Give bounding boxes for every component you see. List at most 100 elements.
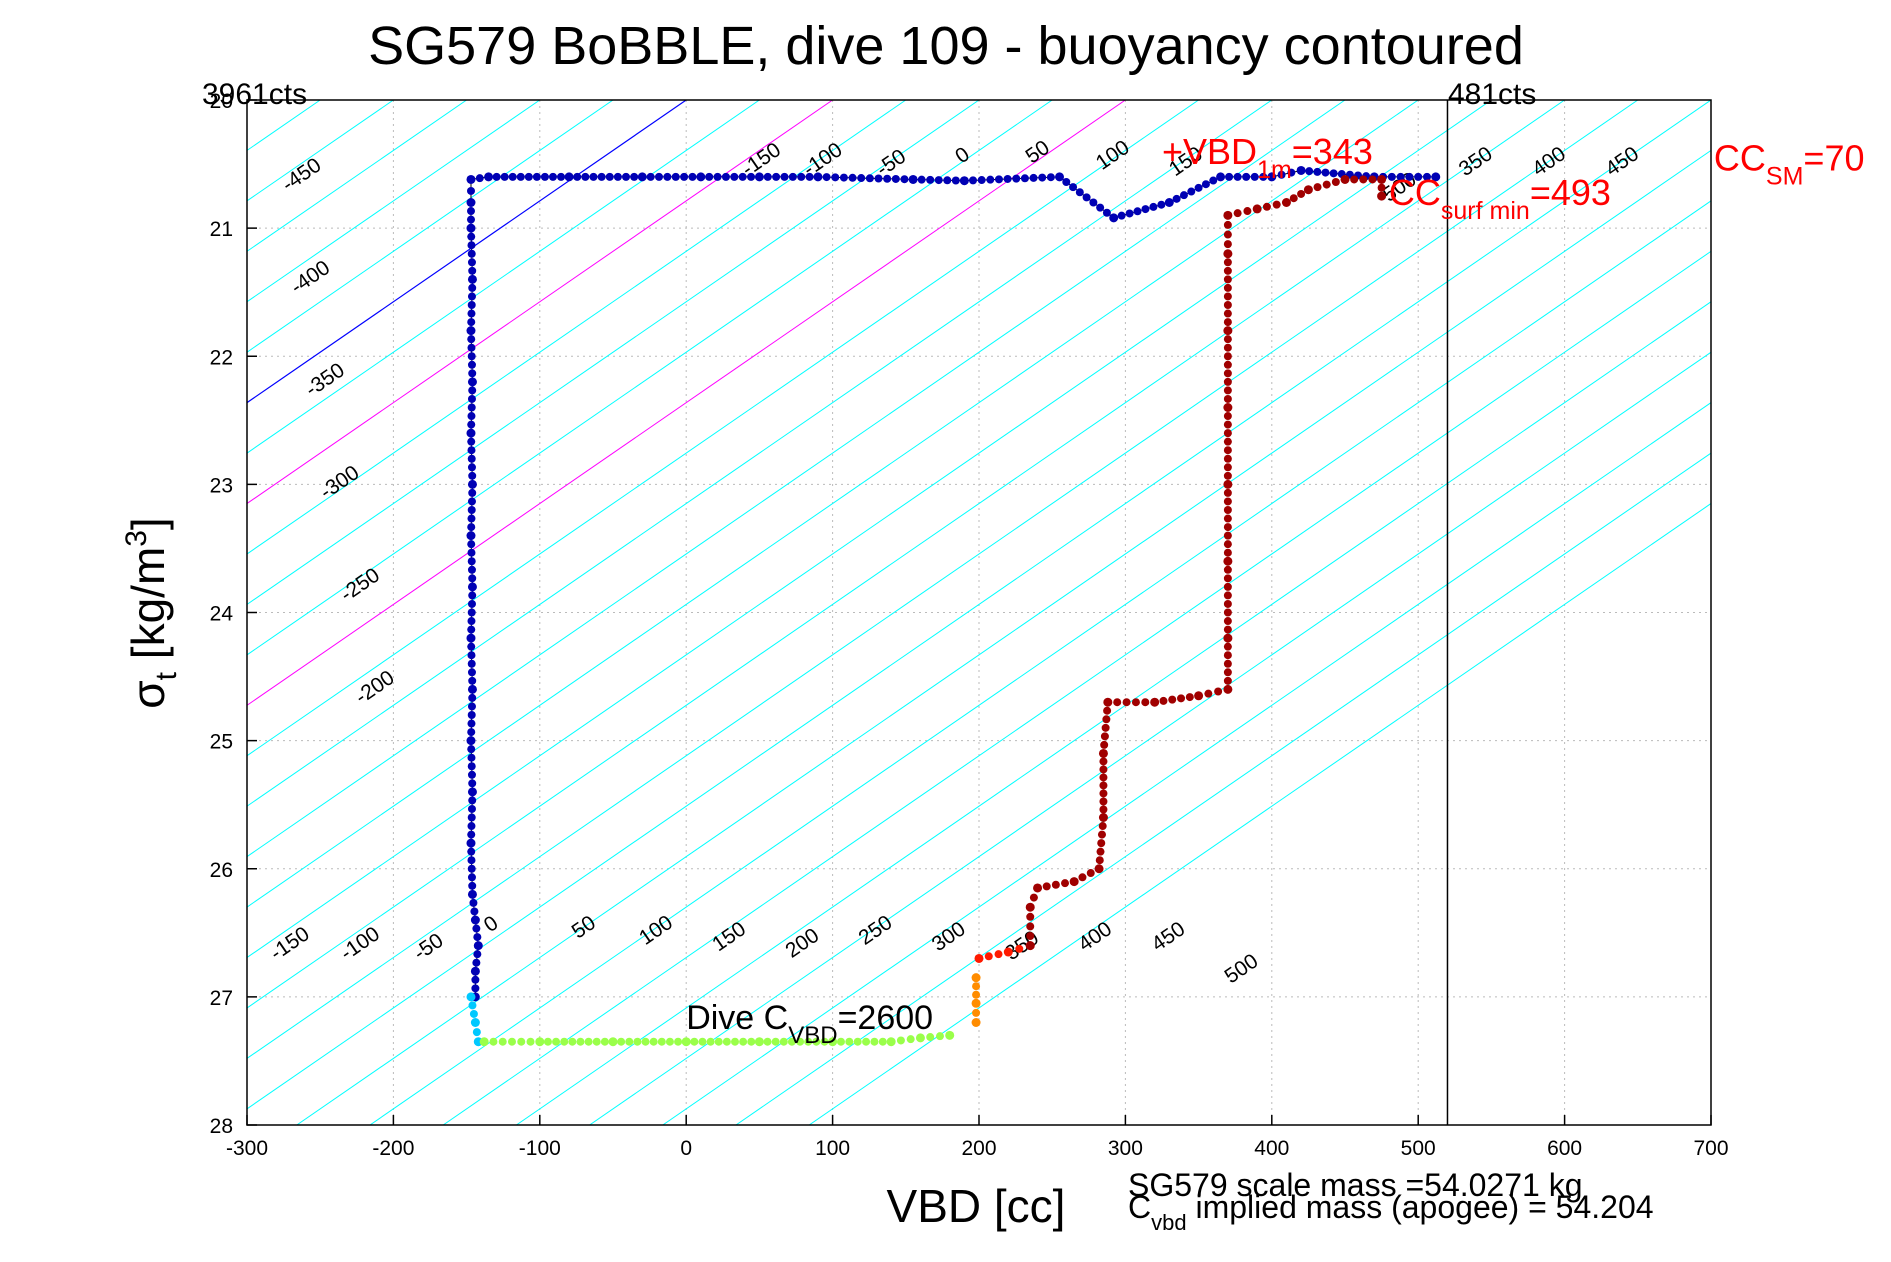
annotation-3: Dive CVBD=2600 — [686, 999, 933, 1049]
y-tick-label-7: 27 — [210, 987, 233, 1010]
data-point-102 — [524, 172, 533, 181]
data-point-192 — [1259, 172, 1268, 181]
data-point-322 — [1122, 698, 1131, 707]
x-tick-label-7: 400 — [1254, 1137, 1289, 1160]
data-point-327 — [1168, 695, 1177, 704]
data-point-1 — [471, 984, 480, 993]
data-point-32 — [467, 719, 476, 728]
data-point-157 — [986, 175, 995, 184]
data-point-289 — [1026, 922, 1035, 931]
data-point-165 — [1055, 172, 1065, 182]
data-point-65 — [467, 437, 476, 446]
annotation-3-main: Dive C — [686, 999, 788, 1037]
data-point-300 — [1094, 864, 1104, 874]
data-point-274 — [945, 1030, 955, 1040]
data-point-354 — [1223, 506, 1232, 514]
data-point-37 — [468, 676, 477, 685]
data-point-10 — [470, 907, 479, 916]
data-point-357 — [1223, 479, 1233, 489]
data-point-243 — [681, 1037, 691, 1047]
data-point-155 — [969, 176, 978, 185]
data-point-226 — [543, 1037, 552, 1046]
data-point-291 — [1025, 902, 1035, 912]
data-point-258 — [804, 1037, 813, 1046]
data-point-193 — [1267, 172, 1277, 182]
data-point-2 — [471, 975, 480, 984]
x-axis-label: VBD [cc] — [887, 1180, 1066, 1232]
data-point-6 — [473, 941, 483, 951]
data-point-126 — [721, 172, 730, 181]
data-point-82 — [467, 292, 476, 301]
y-label-sub: t — [150, 671, 183, 680]
data-point-269 — [896, 1036, 905, 1045]
y-tick-label-4: 24 — [210, 603, 234, 626]
data-point-11 — [469, 898, 478, 907]
data-point-14 — [467, 873, 476, 882]
data-point-181 — [1172, 194, 1181, 203]
data-point-151 — [934, 176, 943, 185]
data-point-148 — [908, 174, 918, 184]
data-point-278 — [971, 998, 981, 1008]
data-point-298 — [1078, 873, 1087, 882]
isoline-11 — [247, 100, 541, 303]
footer-implied-mass: Cvbd implied mass (apogee) = 54.204 — [1128, 1189, 1654, 1235]
data-point-404 — [1368, 175, 1377, 184]
data-point-139 — [831, 173, 840, 182]
x-tick-label-3: 0 — [680, 1137, 692, 1160]
data-point-144 — [874, 174, 883, 183]
data-point-100 — [508, 172, 517, 181]
data-point-24 — [467, 787, 477, 797]
isoline-12 — [247, 100, 614, 353]
data-point-235 — [617, 1037, 626, 1046]
data-point-63 — [467, 454, 476, 463]
data-point-311 — [1099, 773, 1108, 782]
data-point-210 — [1414, 172, 1423, 181]
data-point-34 — [467, 702, 476, 711]
data-point-69 — [467, 403, 476, 412]
data-point-30 — [466, 736, 476, 746]
data-point-340 — [1223, 625, 1232, 634]
data-point-27 — [467, 762, 476, 771]
data-point-296 — [1061, 879, 1070, 888]
data-point-252 — [754, 1037, 764, 1047]
data-point-176 — [1133, 207, 1142, 216]
data-point-251 — [747, 1037, 756, 1046]
y-tick-label-1: 21 — [210, 218, 233, 241]
data-point-21 — [467, 813, 476, 822]
y-label-sup: 3 — [120, 530, 153, 547]
data-point-44 — [467, 617, 476, 626]
data-point-302 — [1096, 847, 1105, 856]
annotation-3-sub: VBD — [788, 1022, 837, 1049]
footer-c: C — [1128, 1189, 1151, 1225]
annotation-2-sub: SM — [1766, 162, 1804, 190]
data-point-91 — [466, 215, 475, 224]
data-point-232 — [592, 1037, 601, 1046]
data-point-60 — [467, 479, 477, 489]
data-point-99 — [500, 172, 509, 181]
data-point-208 — [1396, 172, 1405, 181]
x-tick-label-8: 500 — [1401, 1137, 1436, 1160]
data-point-198 — [1313, 167, 1322, 176]
data-point-189 — [1233, 172, 1242, 181]
data-point-313 — [1099, 757, 1108, 766]
data-point-190 — [1242, 172, 1251, 181]
data-point-209 — [1405, 172, 1414, 181]
annotation-0-main: +VBD — [1162, 131, 1257, 172]
data-point-389 — [1233, 209, 1242, 218]
y-tick-label-0: 20 — [210, 90, 233, 113]
data-point-215 — [469, 1009, 478, 1018]
data-point-147 — [900, 175, 909, 184]
x-tick-label-2: -100 — [519, 1137, 561, 1160]
isoline-27 — [247, 100, 1711, 1110]
data-point-273 — [935, 1032, 944, 1041]
annotation-2: CCSM=70 — [1714, 137, 1865, 190]
data-point-241 — [665, 1037, 674, 1046]
data-point-260 — [820, 1037, 829, 1046]
data-point-247 — [714, 1037, 723, 1046]
annotation-2-tail: =70 — [1803, 137, 1864, 178]
data-point-109 — [581, 172, 590, 181]
data-point-33 — [467, 711, 476, 719]
data-point-227 — [552, 1037, 561, 1046]
data-point-194 — [1277, 170, 1286, 179]
data-point-137 — [813, 172, 823, 182]
